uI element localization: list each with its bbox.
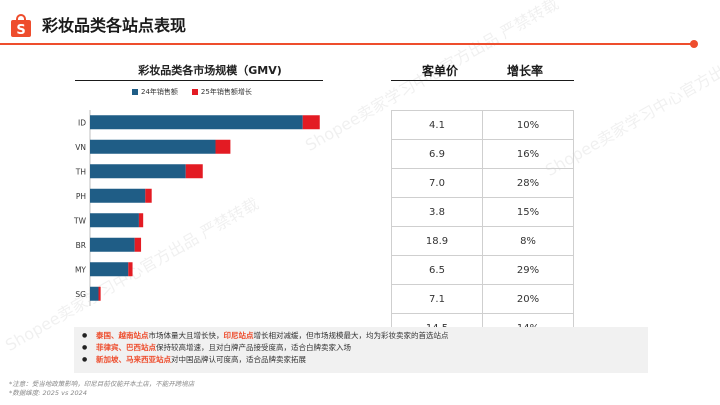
note-highlight: 印尼站点 bbox=[223, 331, 254, 340]
legend-label: 24年销售额 bbox=[141, 88, 178, 96]
note-item: 菲律宾、巴西站点保持较高增速，且对白牌产品接受度高，适合白牌卖家入场 bbox=[82, 342, 648, 354]
growth-rate-cell: 28% bbox=[482, 168, 574, 198]
table-row: 7.1 20% bbox=[391, 284, 574, 314]
table-row: 6.5 29% bbox=[391, 255, 574, 285]
legend-swatch bbox=[191, 89, 198, 95]
svg-text:S: S bbox=[16, 23, 25, 38]
bar-sg-2025-growth bbox=[98, 286, 101, 301]
table-row: 4.1 10% bbox=[391, 110, 574, 140]
growth-rate-cell: 15% bbox=[482, 197, 574, 227]
notes-box: 泰国、越南站点市场体量大且增长快，印尼站点增长相对减缓，但市场规模最大，均为彩妆… bbox=[74, 327, 648, 373]
chart-legend: 24年销售额 25年销售额增长 bbox=[132, 87, 266, 97]
avg-order-value-cell: 4.1 bbox=[391, 110, 483, 140]
bar-th-2024-sales bbox=[90, 164, 186, 179]
note-highlight: 菲律宾、巴西站点 bbox=[96, 343, 156, 352]
category-label-ph: PH bbox=[76, 192, 86, 201]
gmv-bar-chart: ID VN TH PH TW BR MY SG bbox=[73, 110, 320, 306]
note-text: 对中国品牌认可度高，适合品牌卖家拓展 bbox=[171, 355, 306, 364]
site-metrics-table: 4.1 10% 6.9 16% 7.0 28% 3.8 15% 18.9 8% 6.5 29% 7.1 2… bbox=[391, 110, 574, 343]
bar-vn-2025-growth bbox=[215, 139, 231, 154]
bar-my-2025-growth bbox=[128, 262, 133, 277]
bar-vn-2024-sales bbox=[90, 139, 216, 154]
note-text: 增长相对减缓，但市场规模最大，均为彩妆卖家的首选站点 bbox=[253, 331, 449, 340]
bar-ph-2025-growth bbox=[145, 188, 152, 203]
chart-title-divider bbox=[75, 80, 323, 81]
growth-rate-cell: 16% bbox=[482, 139, 574, 169]
bar-tw-2025-growth bbox=[138, 213, 144, 228]
bar-br-2024-sales bbox=[90, 237, 135, 252]
note-item: 新加坡、马来西亚站点对中国品牌认可度高，适合品牌卖家拓展 bbox=[82, 354, 648, 366]
title-divider-dot bbox=[690, 40, 698, 48]
bar-br-2025-growth bbox=[134, 237, 142, 252]
category-label-sg: SG bbox=[75, 290, 86, 299]
category-label-vn: VN bbox=[75, 143, 86, 152]
table-row: 18.9 8% bbox=[391, 226, 574, 256]
category-label-th: TH bbox=[75, 167, 86, 176]
chart-title: 彩妆品类各市场规模（GMV) bbox=[138, 64, 282, 77]
bar-sg-2024-sales bbox=[90, 286, 99, 301]
note-text: 市场体量大且增长快， bbox=[148, 331, 224, 340]
table-row: 6.9 16% bbox=[391, 139, 574, 169]
avg-order-value-cell: 7.0 bbox=[391, 168, 483, 198]
growth-rate-cell: 10% bbox=[482, 110, 574, 140]
note-highlight: 泰国、越南站点 bbox=[96, 331, 149, 340]
category-label-br: BR bbox=[76, 241, 86, 250]
bar-tw-2024-sales bbox=[90, 213, 139, 228]
avg-order-value-cell: 6.9 bbox=[391, 139, 483, 169]
footnote-data-range: *数据维度: 2025 vs 2024 bbox=[9, 389, 87, 397]
category-label-id: ID bbox=[78, 118, 86, 127]
legend-item-2024: 24年销售额 bbox=[132, 87, 178, 97]
note-highlight: 新加坡、马来西亚站点 bbox=[96, 355, 171, 364]
bar-ph-2024-sales bbox=[90, 188, 146, 203]
bar-id-2025-growth bbox=[302, 115, 320, 130]
legend-item-2025-growth: 25年销售额增长 bbox=[191, 87, 252, 97]
growth-rate-cell: 8% bbox=[482, 226, 574, 256]
category-label-tw: TW bbox=[73, 216, 87, 225]
shopee-bag-icon: S bbox=[11, 14, 31, 38]
bar-id-2024-sales bbox=[90, 115, 303, 130]
footnotes: *注意：受当地政策影响，印尼目前仅能开本土店，不能开跨境店 *数据维度: 202… bbox=[9, 380, 194, 398]
table-row: 7.0 28% bbox=[391, 168, 574, 198]
note-text: 保持较高增速，且对白牌产品接受度高，适合白牌卖家入场 bbox=[156, 343, 351, 352]
bar-my-2024-sales bbox=[90, 262, 129, 277]
footnote-policy: *注意：受当地政策影响，印尼目前仅能开本土店，不能开跨境店 bbox=[9, 380, 195, 388]
category-label-my: MY bbox=[75, 265, 86, 274]
growth-rate-cell: 29% bbox=[482, 255, 574, 285]
page-title: 彩妆品类各站点表现 bbox=[42, 16, 187, 35]
avg-order-value-cell: 18.9 bbox=[391, 226, 483, 256]
note-item: 泰国、越南站点市场体量大且增长快，印尼站点增长相对减缓，但市场规模最大，均为彩妆… bbox=[82, 330, 648, 342]
header-growth-rate: 增长率 bbox=[506, 64, 543, 78]
avg-order-value-cell: 6.5 bbox=[391, 255, 483, 285]
table-row: 3.8 15% bbox=[391, 197, 574, 227]
title-divider bbox=[0, 43, 694, 45]
bar-th-2025-growth bbox=[185, 164, 203, 179]
growth-rate-cell: 20% bbox=[482, 284, 574, 314]
legend-swatch bbox=[132, 89, 138, 95]
legend-label: 25年销售额增长 bbox=[200, 88, 252, 96]
avg-order-value-cell: 7.1 bbox=[391, 284, 483, 314]
header-avg-order-value: 客单价 bbox=[421, 64, 458, 78]
table-header-divider bbox=[391, 80, 574, 81]
avg-order-value-cell: 3.8 bbox=[391, 197, 483, 227]
